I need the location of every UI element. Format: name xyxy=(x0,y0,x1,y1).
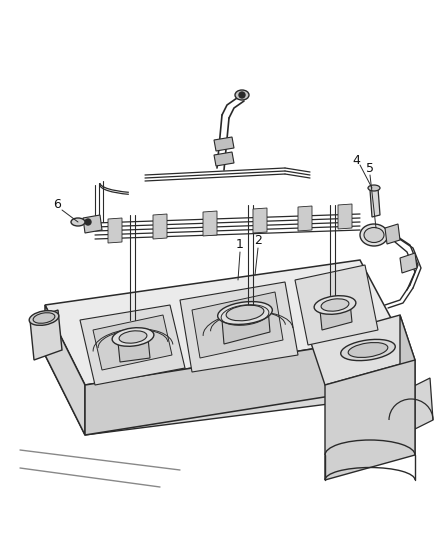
Polygon shape xyxy=(370,188,380,217)
Text: 6: 6 xyxy=(53,198,61,212)
Polygon shape xyxy=(85,335,400,435)
Ellipse shape xyxy=(341,340,395,361)
Polygon shape xyxy=(325,360,415,480)
Polygon shape xyxy=(118,338,150,362)
Polygon shape xyxy=(153,214,167,239)
Polygon shape xyxy=(295,265,378,345)
Polygon shape xyxy=(400,253,417,273)
Ellipse shape xyxy=(119,331,147,343)
Polygon shape xyxy=(253,208,267,233)
Polygon shape xyxy=(385,224,400,244)
Text: 4: 4 xyxy=(352,154,360,166)
Ellipse shape xyxy=(348,343,388,358)
Polygon shape xyxy=(45,305,85,435)
Ellipse shape xyxy=(29,311,59,325)
Polygon shape xyxy=(45,260,400,385)
Polygon shape xyxy=(214,152,234,166)
Polygon shape xyxy=(310,315,415,385)
Polygon shape xyxy=(192,292,283,358)
Polygon shape xyxy=(390,378,433,440)
Polygon shape xyxy=(214,137,234,151)
Polygon shape xyxy=(83,215,102,233)
Polygon shape xyxy=(203,211,217,236)
Polygon shape xyxy=(80,305,185,385)
Polygon shape xyxy=(338,204,352,229)
Ellipse shape xyxy=(33,313,55,324)
Polygon shape xyxy=(45,340,400,435)
Ellipse shape xyxy=(112,328,154,346)
Polygon shape xyxy=(180,282,298,372)
Ellipse shape xyxy=(218,302,272,325)
Text: 1: 1 xyxy=(236,238,244,252)
Ellipse shape xyxy=(226,305,264,321)
Polygon shape xyxy=(222,308,270,344)
Polygon shape xyxy=(320,302,352,330)
Ellipse shape xyxy=(235,90,249,100)
Ellipse shape xyxy=(314,296,356,314)
Ellipse shape xyxy=(368,185,380,191)
Ellipse shape xyxy=(71,218,85,226)
Ellipse shape xyxy=(321,299,349,311)
Ellipse shape xyxy=(360,224,388,246)
Circle shape xyxy=(239,92,245,98)
Polygon shape xyxy=(400,315,415,455)
Text: 2: 2 xyxy=(254,235,262,247)
Polygon shape xyxy=(108,218,122,243)
Ellipse shape xyxy=(364,228,384,243)
Circle shape xyxy=(85,219,91,225)
Polygon shape xyxy=(298,206,312,231)
Text: 5: 5 xyxy=(366,161,374,174)
Polygon shape xyxy=(93,315,172,370)
Polygon shape xyxy=(30,310,62,360)
